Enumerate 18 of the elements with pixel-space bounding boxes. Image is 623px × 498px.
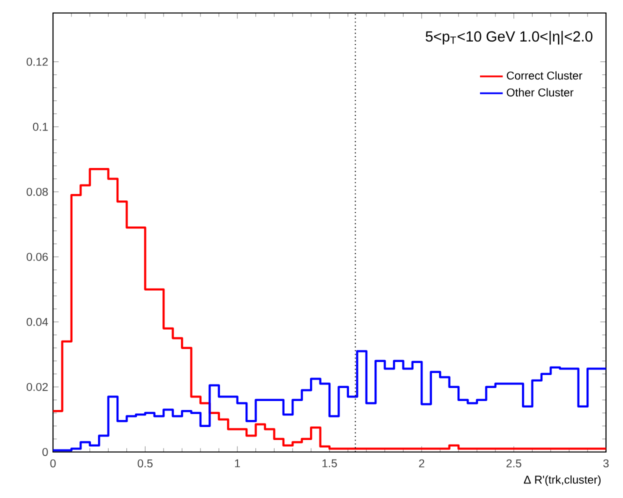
x-tick-label: 0.5 [138,459,153,468]
x-tick-label: 2.5 [506,459,522,468]
y-tick-label: 0.02 [26,382,48,391]
x-tick-label: 2 [419,459,424,468]
y-tick-label: 0.06 [26,252,48,261]
text: 5<p$_{T}$<10 GeV 1.0<|η|<2.0 [426,30,592,45]
x-tick-label: 1.5 [322,459,337,468]
x-tick-label: 3 [603,459,609,468]
legend-label: Other Cluster [506,88,574,96]
x-tick-label: 1 [235,459,240,468]
x-tick-label: 0 [50,459,56,468]
y-tick-label: 0 [42,448,48,456]
y-tick-label: 0.04 [26,318,48,326]
legend-label: Correct Cluster [506,71,582,80]
y-tick-label: 0.08 [26,188,48,196]
x-axis-title: Δ R'(trk,cluster) [524,475,601,486]
y-tick-label: 0.1 [32,122,48,131]
y-tick-label: 0.12 [26,58,48,66]
